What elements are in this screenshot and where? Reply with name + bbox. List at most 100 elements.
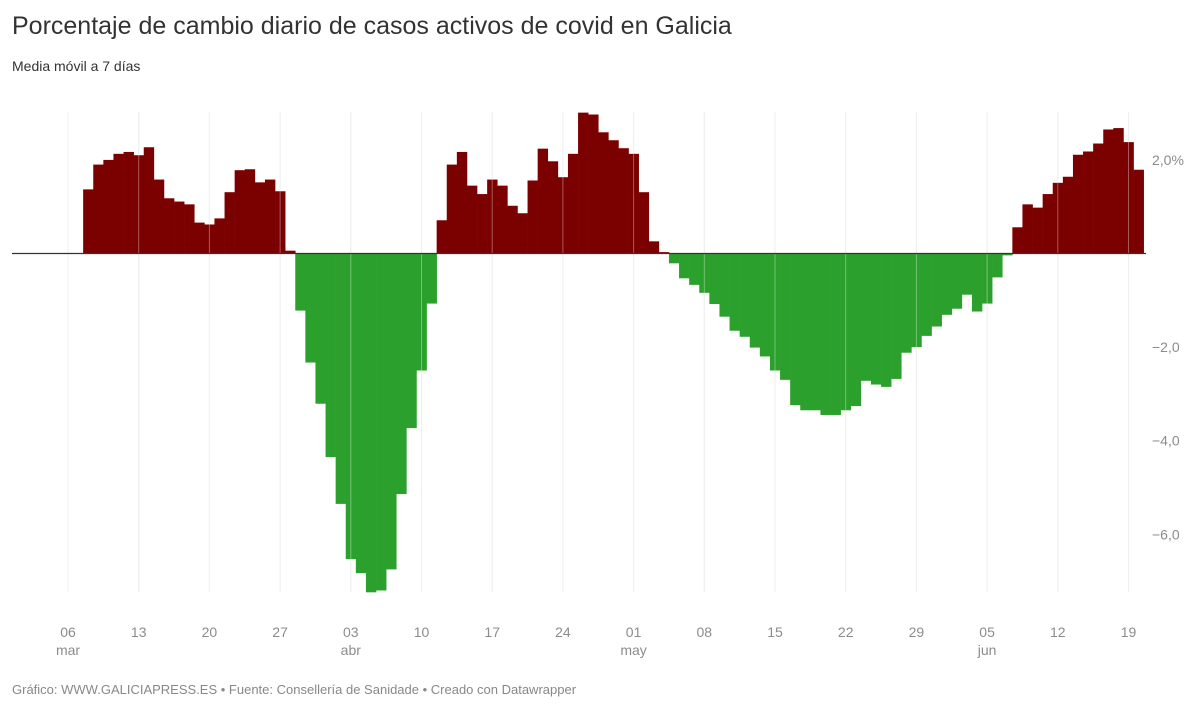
bar bbox=[1133, 169, 1144, 254]
bar bbox=[961, 253, 973, 295]
bar bbox=[194, 222, 205, 254]
bar bbox=[1093, 143, 1104, 254]
bar bbox=[234, 170, 246, 254]
bar bbox=[446, 164, 458, 254]
bar bbox=[820, 253, 831, 415]
bar bbox=[153, 179, 165, 254]
bar bbox=[254, 182, 266, 254]
bar bbox=[992, 253, 1003, 278]
bar bbox=[527, 180, 538, 254]
bar bbox=[214, 218, 225, 254]
bar bbox=[345, 253, 357, 560]
y-tick-label: 2,0% bbox=[1152, 152, 1184, 168]
bar bbox=[810, 253, 821, 411]
bar bbox=[285, 250, 296, 254]
x-tick-label: 24 bbox=[555, 624, 571, 640]
x-tick-label: 27 bbox=[272, 624, 288, 640]
bar bbox=[1022, 204, 1033, 254]
bar bbox=[860, 253, 872, 381]
bar bbox=[113, 153, 124, 254]
bar bbox=[588, 114, 599, 254]
bar bbox=[325, 253, 336, 458]
bar bbox=[456, 151, 468, 254]
x-tick-label: 10 bbox=[414, 624, 430, 640]
y-tick-label: −6,0 bbox=[1152, 526, 1180, 542]
bar bbox=[386, 253, 397, 570]
bar bbox=[1032, 207, 1043, 254]
bar bbox=[204, 224, 215, 254]
bar bbox=[275, 191, 286, 254]
bar bbox=[547, 161, 559, 254]
bar bbox=[103, 159, 114, 254]
x-tick-label: 12 bbox=[1050, 624, 1066, 640]
bar bbox=[901, 253, 912, 353]
bar bbox=[1002, 253, 1013, 256]
bar bbox=[850, 253, 862, 407]
chart-title: Porcentaje de cambio diario de casos act… bbox=[12, 12, 732, 40]
bar bbox=[638, 192, 650, 254]
bar bbox=[244, 169, 256, 254]
bar bbox=[507, 205, 518, 254]
x-tick-label: 05 bbox=[979, 624, 995, 640]
x-tick-label: 13 bbox=[131, 624, 147, 640]
bar bbox=[416, 253, 427, 371]
bar bbox=[1113, 128, 1124, 254]
bar bbox=[376, 253, 387, 591]
bar bbox=[487, 179, 498, 254]
x-tick-label: 03 bbox=[343, 624, 359, 640]
bar bbox=[517, 213, 528, 254]
bar bbox=[709, 253, 720, 305]
x-tick-label: 06 bbox=[60, 624, 76, 640]
bar bbox=[1062, 176, 1074, 254]
bar bbox=[295, 253, 306, 311]
x-tick-label: 17 bbox=[484, 624, 500, 640]
bar bbox=[264, 179, 276, 254]
bar bbox=[951, 253, 963, 309]
bar bbox=[355, 253, 367, 574]
bar bbox=[1072, 154, 1084, 254]
bar bbox=[618, 148, 629, 254]
bar bbox=[174, 201, 185, 254]
bar bbox=[840, 253, 852, 411]
bar bbox=[608, 140, 619, 254]
bar bbox=[1123, 142, 1134, 254]
bar bbox=[133, 155, 145, 254]
bar bbox=[719, 253, 730, 317]
x-tick-label: 19 bbox=[1121, 624, 1137, 640]
bar bbox=[931, 253, 942, 327]
bar bbox=[83, 189, 94, 254]
bar bbox=[921, 253, 932, 336]
bar bbox=[466, 185, 478, 254]
x-tick-label: 22 bbox=[838, 624, 854, 640]
bar bbox=[426, 253, 437, 304]
bar bbox=[679, 253, 690, 279]
x-tick-month: abr bbox=[341, 642, 362, 658]
x-tick-label: 01 bbox=[626, 624, 642, 640]
bar bbox=[699, 253, 710, 293]
bar bbox=[982, 253, 993, 304]
bar bbox=[1042, 194, 1054, 254]
bar bbox=[557, 177, 569, 254]
bar bbox=[1103, 129, 1114, 254]
bar bbox=[658, 252, 670, 254]
x-tick-month: may bbox=[620, 642, 646, 658]
bar bbox=[891, 253, 902, 379]
x-tick-month: mar bbox=[56, 642, 80, 658]
bar bbox=[163, 198, 175, 254]
bar bbox=[830, 253, 841, 415]
y-axis-labels: 2,0% −2,0 −4,0 −6,0 bbox=[1152, 152, 1184, 542]
x-tick-label: 15 bbox=[767, 624, 783, 640]
y-tick-label: −4,0 bbox=[1152, 433, 1180, 449]
bar bbox=[598, 132, 609, 254]
bar bbox=[123, 151, 134, 254]
bar bbox=[911, 253, 922, 348]
bar bbox=[800, 253, 811, 411]
bar bbox=[578, 112, 589, 254]
bar bbox=[224, 192, 235, 254]
chart-subtitle: Media móvil a 7 días bbox=[12, 58, 141, 74]
bar bbox=[749, 253, 761, 348]
x-tick-label: 08 bbox=[697, 624, 713, 640]
x-tick-month: jun bbox=[977, 642, 997, 658]
bar bbox=[335, 253, 347, 504]
